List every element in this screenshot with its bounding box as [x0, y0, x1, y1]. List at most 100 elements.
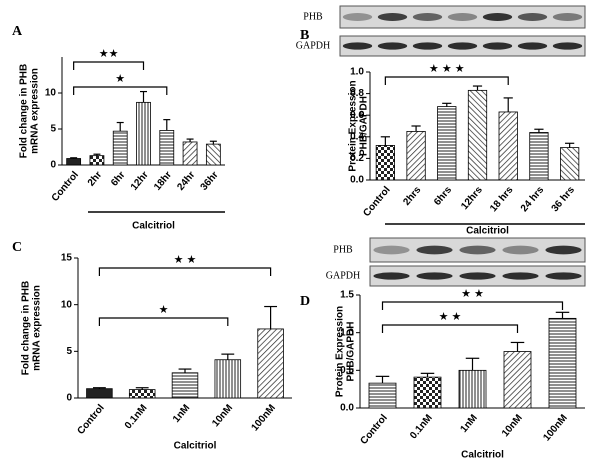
error-bar: [135, 387, 149, 390]
y-tick-label: 0: [66, 393, 72, 404]
panel-letter: C: [12, 240, 22, 255]
x-axis-label: Calcitriol: [466, 226, 509, 237]
y-tick-label: 10: [61, 299, 73, 310]
blot-band: [459, 245, 496, 255]
bar: [136, 101, 151, 166]
x-tick-label: 2hrs: [401, 184, 423, 208]
x-tick-label: 2hr: [86, 169, 104, 188]
blot-band: [517, 42, 548, 50]
y-axis-label: mRNA expression: [30, 68, 41, 154]
x-tick-label: 6hrs: [432, 184, 454, 208]
y-axis-label: PHB/GAPDH: [346, 321, 357, 381]
significance-bracket: [73, 86, 168, 95]
bar: [406, 130, 426, 181]
blot-strip: [339, 5, 586, 29]
x-tick-label: 36hr: [199, 169, 221, 192]
blot-band: [377, 13, 408, 21]
error-bar: [178, 368, 192, 373]
blot-band: [412, 13, 443, 21]
x-tick-label: 0.1nM: [123, 403, 150, 432]
error-bar: [116, 121, 124, 132]
bar: [214, 359, 242, 399]
x-tick-label: 12hr: [129, 169, 151, 192]
blot-band: [552, 13, 583, 21]
y-tick-label: 0.2: [350, 153, 364, 164]
bar: [205, 143, 221, 166]
y-tick-label: 0.8: [350, 88, 364, 99]
y-axis-label: mRNA expression: [32, 285, 43, 371]
blot-label: GAPDH: [296, 40, 330, 51]
x-tick-label: 100nM: [249, 403, 277, 434]
error-bar: [163, 119, 171, 131]
blot-label: PHB: [303, 11, 323, 22]
error-bar: [503, 97, 513, 112]
error-bar: [565, 142, 575, 148]
significance-stars: ★ ★: [174, 254, 197, 266]
x-axis-label: Calcitriol: [132, 221, 175, 232]
bar: [159, 130, 175, 166]
bar: [89, 155, 105, 166]
blot-band: [447, 13, 478, 21]
bar: [548, 317, 577, 409]
x-tick-label: 10nM: [210, 403, 235, 430]
x-axis-label: Calcitriol: [461, 450, 504, 461]
y-tick-label: 0.5: [340, 365, 354, 376]
error-bar: [442, 102, 452, 107]
bar: [529, 132, 549, 181]
y-tick-label: 10: [45, 88, 57, 99]
blot-band: [373, 245, 410, 255]
error-bar: [510, 341, 525, 352]
bar: [128, 389, 156, 399]
error-bar: [534, 128, 544, 133]
error-bar: [209, 140, 217, 145]
bar: [458, 369, 487, 409]
y-tick-label: 0.0: [350, 175, 364, 186]
x-tick-label: Control: [359, 412, 390, 446]
y-tick-label: 0: [50, 160, 56, 171]
significance-bracket: [73, 61, 145, 70]
y-tick-label: 15: [61, 253, 73, 264]
blot-band: [416, 245, 453, 255]
error-bar: [92, 387, 106, 389]
error-bar: [140, 90, 147, 103]
error-bar: [70, 157, 78, 159]
bar: [368, 382, 397, 409]
x-tick-label: 12hrs: [459, 184, 485, 212]
significance-bracket: [381, 324, 519, 333]
bar: [503, 351, 532, 409]
significance-bracket: [98, 267, 272, 276]
y-tick-label: 0.0: [340, 403, 354, 414]
error-bar: [411, 125, 421, 132]
blot-band: [482, 42, 513, 50]
significance-bracket: [384, 76, 509, 85]
y-axis-label: Fold change in PHB: [21, 281, 32, 375]
blot-band: [416, 272, 453, 280]
x-tick-label: 10nM: [500, 413, 525, 440]
error-bar: [375, 375, 390, 384]
blot-band: [517, 13, 548, 21]
y-tick-label: 0.4: [350, 131, 364, 142]
blot-band: [412, 42, 443, 50]
x-tick-label: 1nM: [459, 413, 480, 435]
blot-band: [447, 42, 478, 50]
blot-band: [502, 272, 539, 280]
panel-letter: B: [300, 28, 309, 43]
blot-band: [545, 272, 582, 280]
y-tick-label: 5: [50, 124, 56, 135]
bar: [498, 111, 518, 181]
x-tick-label: Control: [75, 402, 106, 436]
error-bar: [186, 138, 194, 142]
blot-band: [552, 42, 583, 50]
bar: [437, 106, 457, 181]
error-bar: [93, 153, 101, 156]
blot-band: [342, 42, 373, 50]
significance-stars: ★ ★ ★: [429, 63, 465, 75]
blot-band: [482, 13, 513, 21]
bar: [413, 376, 442, 409]
blot-label: PHB: [333, 244, 353, 255]
y-tick-label: 1.0: [350, 67, 364, 78]
error-bar: [264, 305, 278, 329]
y-tick-label: 1.5: [340, 290, 354, 301]
x-tick-label: 0.1nM: [408, 413, 435, 442]
significance-stars: ★ ★: [439, 311, 462, 323]
